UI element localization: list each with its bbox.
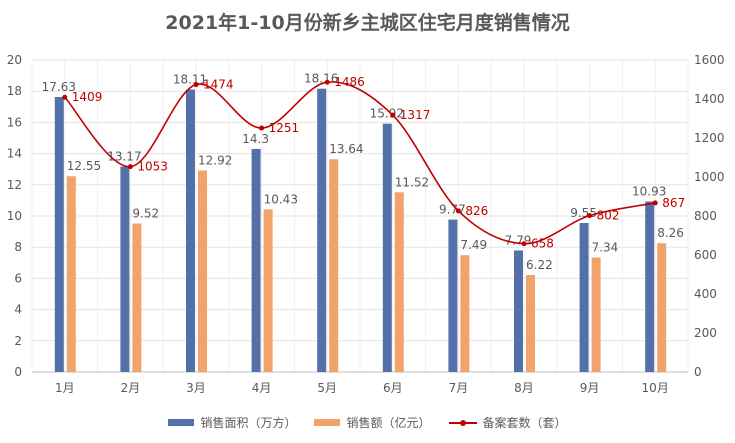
x-tick-label: 7月 xyxy=(449,381,469,395)
y2-tick-label: 200 xyxy=(694,326,717,340)
line-units xyxy=(64,81,656,245)
data-label-units: 1474 xyxy=(203,78,234,92)
legend-item-area: 销售面积（万方） xyxy=(168,414,296,431)
line-point xyxy=(521,241,527,247)
data-label-area: 7.79 xyxy=(505,233,532,247)
y-tick-label: 4 xyxy=(14,303,22,317)
data-label-area: 17.63 xyxy=(42,80,76,94)
line-point xyxy=(587,213,593,219)
line-point xyxy=(259,125,265,131)
line-point xyxy=(652,200,658,206)
data-label-amount: 7.34 xyxy=(592,240,619,254)
data-label-units: 658 xyxy=(531,237,554,251)
line-point xyxy=(193,82,199,88)
data-label-units: 867 xyxy=(662,196,685,210)
y2-tick-label: 0 xyxy=(694,365,702,379)
legend-item-units: 备案套数（套） xyxy=(448,414,567,431)
data-label-units: 826 xyxy=(465,204,488,218)
line-point xyxy=(390,112,396,118)
bar-area xyxy=(317,88,327,372)
y-tick-label: 8 xyxy=(14,240,22,254)
line-point xyxy=(324,79,330,85)
legend-label: 销售面积（万方） xyxy=(200,416,297,430)
data-label-units: 1251 xyxy=(269,121,300,135)
line-point xyxy=(62,94,68,100)
data-label-units: 1053 xyxy=(137,160,168,174)
bar-area xyxy=(514,250,523,372)
bar-area xyxy=(448,219,458,372)
x-tick-label: 5月 xyxy=(317,381,337,395)
data-label-units: 1409 xyxy=(72,90,103,104)
y2-tick-label: 800 xyxy=(694,209,717,223)
y-tick-label: 12 xyxy=(7,178,22,192)
legend-swatch xyxy=(168,419,195,426)
y2-tick-label: 1400 xyxy=(694,92,725,106)
y-tick-label: 10 xyxy=(7,209,22,223)
chart-title: 2021年1-10月份新乡主城区住宅月度销售情况 xyxy=(165,12,570,34)
line-point xyxy=(455,208,461,214)
data-label-amount: 10.43 xyxy=(264,192,298,206)
x-tick-label: 4月 xyxy=(252,381,272,395)
y2-tick-label: 1200 xyxy=(694,131,725,145)
y-tick-label: 14 xyxy=(7,147,22,161)
bar-amount xyxy=(591,257,601,372)
bar-amount xyxy=(657,243,667,372)
bar-amount xyxy=(394,192,404,372)
y-tick-label: 18 xyxy=(7,84,22,98)
y2-tick-label: 400 xyxy=(694,287,717,301)
legend-swatch xyxy=(314,419,341,426)
y2-tick-label: 1000 xyxy=(694,170,725,184)
y-tick-label: 20 xyxy=(7,53,22,67)
data-label-area: 14.3 xyxy=(242,132,269,146)
data-label-amount: 7.49 xyxy=(460,238,487,252)
y-tick-label: 6 xyxy=(14,271,22,285)
x-tick-label: 3月 xyxy=(186,381,206,395)
data-label-area: 10.93 xyxy=(632,184,666,198)
bar-area xyxy=(251,148,261,372)
data-label-units: 802 xyxy=(597,209,620,223)
legend-label: 销售额（亿元） xyxy=(346,416,431,430)
legend: 销售面积（万方） 销售额（亿元） 备案套数（套） xyxy=(0,414,735,431)
bar-area xyxy=(382,123,392,372)
bar-amount xyxy=(66,176,76,372)
x-tick-label: 6月 xyxy=(383,381,403,395)
bar-amount xyxy=(460,255,470,372)
data-label-amount: 6.22 xyxy=(526,258,553,272)
y-tick-label: 16 xyxy=(7,115,22,129)
x-tick-label: 8月 xyxy=(514,381,534,395)
data-label-amount: 12.55 xyxy=(67,159,101,173)
bar-area xyxy=(186,89,195,372)
x-tick-label: 9月 xyxy=(580,381,600,395)
data-label-amount: 12.92 xyxy=(198,153,232,167)
data-label-amount: 9.52 xyxy=(132,206,159,220)
bar-amount xyxy=(526,274,535,372)
legend-item-amount: 销售额（亿元） xyxy=(314,414,431,431)
data-label-units: 1317 xyxy=(400,108,431,122)
bar-area xyxy=(54,96,64,373)
bar-area xyxy=(120,166,130,372)
y-tick-label: 0 xyxy=(14,365,22,379)
x-tick-label: 1月 xyxy=(55,381,75,395)
x-tick-label: 2月 xyxy=(121,381,141,395)
data-label-amount: 8.26 xyxy=(657,226,684,240)
bar-amount xyxy=(263,209,273,372)
y2-tick-label: 600 xyxy=(694,248,717,262)
legend-line-marker xyxy=(448,417,477,429)
y2-tick-label: 1600 xyxy=(694,53,725,67)
bar-amount xyxy=(329,159,339,372)
y-tick-label: 2 xyxy=(14,334,22,348)
bar-area xyxy=(579,223,589,372)
line-point xyxy=(127,164,133,170)
data-label-area: 18.11 xyxy=(173,72,207,86)
data-label-amount: 13.64 xyxy=(329,142,363,156)
legend-label: 备案套数（套） xyxy=(482,416,567,430)
x-tick-label: 10月 xyxy=(642,381,669,395)
bar-amount xyxy=(132,223,142,372)
data-label-units: 1486 xyxy=(334,75,365,89)
data-label-amount: 11.52 xyxy=(395,175,429,189)
bar-area xyxy=(645,201,655,372)
bar-amount xyxy=(198,170,207,372)
